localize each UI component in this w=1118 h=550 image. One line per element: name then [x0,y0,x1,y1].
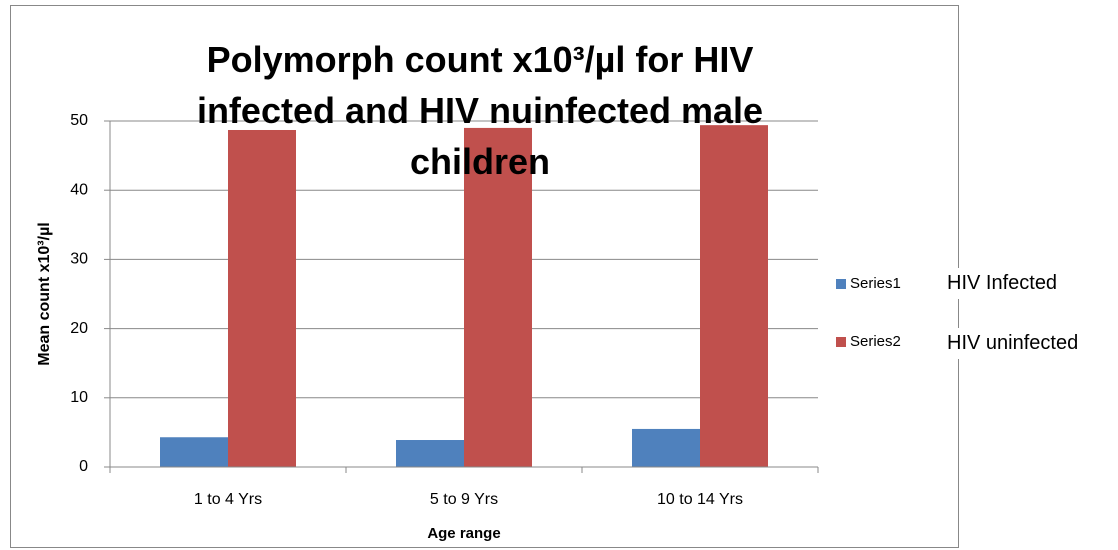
bar [700,125,768,467]
x-axis-label: Age range [427,525,500,542]
x-tick-label: 1 to 4 Yrs [194,491,262,508]
y-tick-label: 0 [79,458,88,475]
x-tick-label: 5 to 9 Yrs [430,491,498,508]
y-tick-label: 10 [70,389,88,406]
bar [464,127,532,468]
y-tick-label: 50 [70,112,88,129]
bar [160,437,228,467]
legend-label: Series1 [850,275,901,292]
bar [396,440,464,467]
bar [228,129,296,467]
y-axis-label: Mean count x10³/µl [36,222,53,365]
bar [632,428,700,467]
annotation: HIV uninfected [945,328,1081,359]
legend-swatch [836,337,846,347]
y-tick-label: 20 [70,320,88,337]
legend-label: Series2 [850,333,901,350]
chart-title: Polymorph count x10³/µl for HIV infected… [196,39,764,182]
y-tick-label: 30 [70,251,88,268]
y-tick-label: 40 [70,181,88,198]
x-tick-label: 10 to 14 Yrs [657,491,743,508]
legend-swatch [836,279,846,289]
annotation: HIV Infected [945,268,1060,299]
